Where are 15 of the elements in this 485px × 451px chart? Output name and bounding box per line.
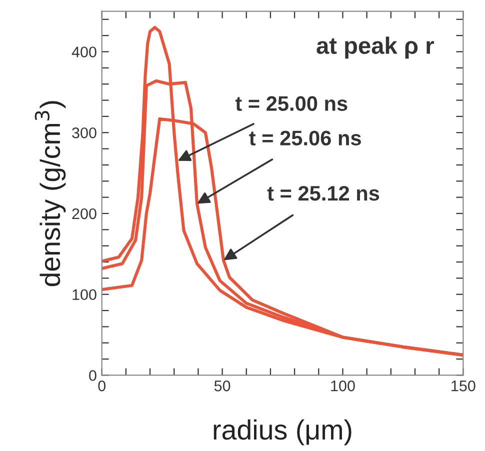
y-tick-label: 100 (72, 289, 96, 300)
y-tick-label: 400 (72, 46, 96, 58)
annotation: at peak ρ r (316, 36, 434, 59)
y-tick-label: 300 (72, 127, 96, 138)
x-tick-label: 150 (452, 380, 476, 392)
annotation: t = 25.12 ns (267, 186, 380, 201)
y-tick-label: 0 (89, 370, 96, 381)
x-tick-label: 0 (98, 380, 106, 392)
y-tick-label: 200 (72, 208, 96, 220)
y-axis-title: density (g/cm$^{3}$) (34, 101, 66, 286)
x-tick-label: 50 (214, 380, 230, 392)
annotation: t = 25.06 ns (249, 130, 361, 146)
x-axis-title: radius (μm) (214, 419, 352, 446)
x-tick-label: 100 (331, 380, 355, 392)
annotation: t = 25.00 ns (235, 96, 348, 111)
